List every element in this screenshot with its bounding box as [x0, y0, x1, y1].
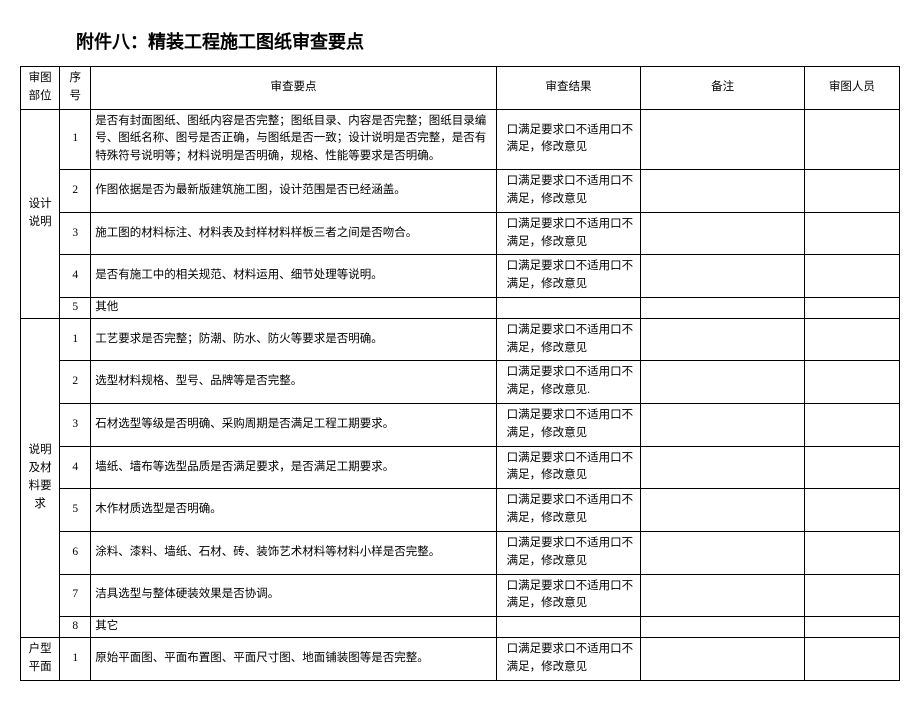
hdr-result: 审查结果	[496, 67, 641, 110]
table-row: 4墙纸、墙布等选型品质是否满足要求，是否满足工期要求。口满足要求口不适用口不满足…	[21, 446, 900, 489]
hdr-person: 审图人员	[804, 67, 899, 110]
result-cell: 口满足要求口不适用口不满足，修改意见	[496, 255, 641, 298]
point-cell: 其他	[91, 297, 496, 318]
section-cell: 说明及材料要求	[21, 318, 60, 637]
index-cell: 2	[60, 170, 91, 213]
person-cell	[804, 297, 899, 318]
result-cell	[496, 297, 641, 318]
point-cell: 木作材质选型是否明确。	[91, 489, 496, 532]
remark-cell	[641, 489, 804, 532]
point-cell: 墙纸、墙布等选型品质是否满足要求，是否满足工期要求。	[91, 446, 496, 489]
index-cell: 3	[60, 212, 91, 255]
table-row: 5木作材质选型是否明确。口满足要求口不适用口不满足，修改意见	[21, 489, 900, 532]
point-cell: 洁具选型与整体硬装效果是否协调。	[91, 574, 496, 617]
result-cell: 口满足要求口不适用口不满足，修改意见	[496, 637, 641, 680]
result-cell: 口满足要求口不适用口不满足，修改意见	[496, 531, 641, 574]
section-cell: 户型平面	[21, 637, 60, 680]
hdr-section: 审图部位	[21, 67, 60, 110]
person-cell	[804, 404, 899, 447]
index-cell: 5	[60, 297, 91, 318]
person-cell	[804, 489, 899, 532]
person-cell	[804, 637, 899, 680]
index-cell: 8	[60, 617, 91, 638]
table-body: 设计说明1是否有封面图纸、图纸内容是否完整；图纸目录、内容是否完整；图纸目录编号…	[21, 109, 900, 680]
index-cell: 6	[60, 531, 91, 574]
result-cell: 口满足要求口不适用口不满足，修改意见	[496, 170, 641, 213]
point-cell: 工艺要求是否完整；防潮、防水、防火等要求是否明确。	[91, 318, 496, 361]
index-cell: 1	[60, 318, 91, 361]
result-cell: 口满足要求口不适用口不满足，修改意见	[496, 404, 641, 447]
point-cell: 原始平面图、平面布置图、平面尺寸图、地面铺装图等是否完整。	[91, 637, 496, 680]
index-cell: 3	[60, 404, 91, 447]
result-cell: 口满足要求口不适用口不满足，修改意见	[496, 489, 641, 532]
table-row: 3石材选型等级是否明确、采购周期是否满足工程工期要求。口满足要求口不适用口不满足…	[21, 404, 900, 447]
remark-cell	[641, 404, 804, 447]
hdr-remark: 备注	[641, 67, 804, 110]
point-cell: 选型材料规格、型号、品牌等是否完整。	[91, 361, 496, 404]
remark-cell	[641, 361, 804, 404]
result-cell: 口满足要求口不适用口不满足，修改意见.	[496, 361, 641, 404]
point-cell: 其它	[91, 617, 496, 638]
person-cell	[804, 255, 899, 298]
point-cell: 是否有封面图纸、图纸内容是否完整；图纸目录、内容是否完整；图纸目录编号、图纸名称…	[91, 109, 496, 169]
remark-cell	[641, 255, 804, 298]
remark-cell	[641, 637, 804, 680]
section-cell: 设计说明	[21, 109, 60, 318]
index-cell: 7	[60, 574, 91, 617]
index-cell: 4	[60, 255, 91, 298]
remark-cell	[641, 318, 804, 361]
remark-cell	[641, 109, 804, 169]
person-cell	[804, 531, 899, 574]
table-row: 7洁具选型与整体硬装效果是否协调。口满足要求口不适用口不满足，修改意见	[21, 574, 900, 617]
person-cell	[804, 318, 899, 361]
result-cell: 口满足要求口不适用口不满足，修改意见	[496, 446, 641, 489]
table-row: 8其它	[21, 617, 900, 638]
person-cell	[804, 361, 899, 404]
person-cell	[804, 212, 899, 255]
remark-cell	[641, 170, 804, 213]
person-cell	[804, 446, 899, 489]
result-cell: 口满足要求口不适用口不满足，修改意见	[496, 574, 641, 617]
table-row: 2选型材料规格、型号、品牌等是否完整。口满足要求口不适用口不满足，修改意见.	[21, 361, 900, 404]
person-cell	[804, 170, 899, 213]
page-title: 附件八：精装工程施工图纸审查要点	[76, 28, 900, 54]
remark-cell	[641, 617, 804, 638]
result-cell: 口满足要求口不适用口不满足，修改意见	[496, 109, 641, 169]
result-cell: 口满足要求口不适用口不满足，修改意见	[496, 318, 641, 361]
point-cell: 石材选型等级是否明确、采购周期是否满足工程工期要求。	[91, 404, 496, 447]
remark-cell	[641, 531, 804, 574]
table-header-row: 审图部位 序号 审查要点 审查结果 备注 审图人员	[21, 67, 900, 110]
index-cell: 2	[60, 361, 91, 404]
index-cell: 1	[60, 109, 91, 169]
remark-cell	[641, 212, 804, 255]
remark-cell	[641, 297, 804, 318]
table-row: 设计说明1是否有封面图纸、图纸内容是否完整；图纸目录、内容是否完整；图纸目录编号…	[21, 109, 900, 169]
remark-cell	[641, 446, 804, 489]
table-row: 6涂料、漆料、墙纸、石材、砖、装饰艺术材料等材料小样是否完整。口满足要求口不适用…	[21, 531, 900, 574]
review-table: 审图部位 序号 审查要点 审查结果 备注 审图人员 设计说明1是否有封面图纸、图…	[20, 66, 900, 681]
table-row: 说明及材料要求1工艺要求是否完整；防潮、防水、防火等要求是否明确。口满足要求口不…	[21, 318, 900, 361]
person-cell	[804, 574, 899, 617]
result-cell: 口满足要求口不适用口不满足，修改意见	[496, 212, 641, 255]
person-cell	[804, 617, 899, 638]
table-row: 3施工图的材料标注、材料表及封样材料样板三者之间是否吻合。口满足要求口不适用口不…	[21, 212, 900, 255]
index-cell: 1	[60, 637, 91, 680]
point-cell: 作图依据是否为最新版建筑施工图，设计范围是否已经涵盖。	[91, 170, 496, 213]
table-row: 4是否有施工中的相关规范、材料运用、细节处理等说明。口满足要求口不适用口不满足，…	[21, 255, 900, 298]
table-row: 户型平面1原始平面图、平面布置图、平面尺寸图、地面铺装图等是否完整。口满足要求口…	[21, 637, 900, 680]
hdr-index: 序号	[60, 67, 91, 110]
index-cell: 5	[60, 489, 91, 532]
remark-cell	[641, 574, 804, 617]
result-cell	[496, 617, 641, 638]
table-row: 2作图依据是否为最新版建筑施工图，设计范围是否已经涵盖。口满足要求口不适用口不满…	[21, 170, 900, 213]
point-cell: 是否有施工中的相关规范、材料运用、细节处理等说明。	[91, 255, 496, 298]
point-cell: 涂料、漆料、墙纸、石材、砖、装饰艺术材料等材料小样是否完整。	[91, 531, 496, 574]
person-cell	[804, 109, 899, 169]
table-row: 5其他	[21, 297, 900, 318]
point-cell: 施工图的材料标注、材料表及封样材料样板三者之间是否吻合。	[91, 212, 496, 255]
hdr-point: 审查要点	[91, 67, 496, 110]
index-cell: 4	[60, 446, 91, 489]
